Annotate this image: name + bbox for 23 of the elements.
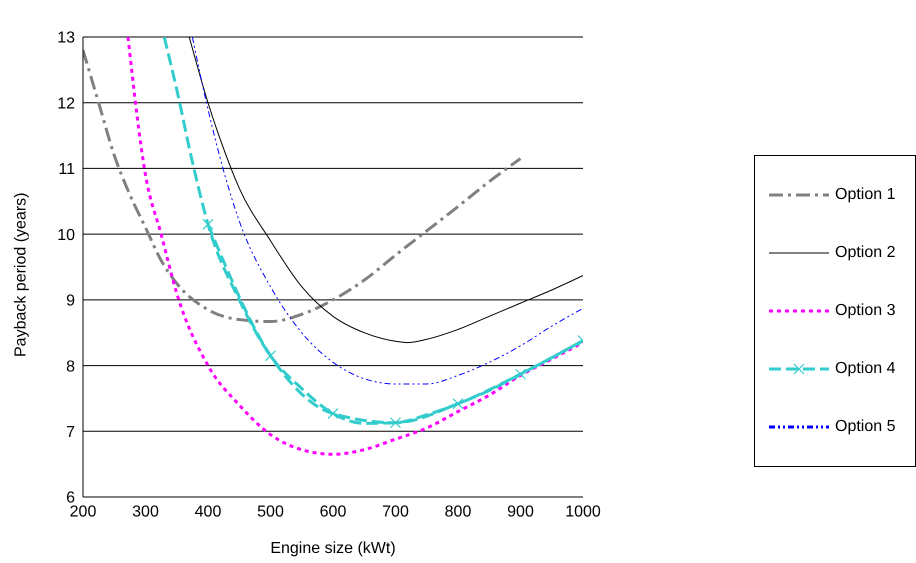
y-tick-label: 12 — [57, 95, 76, 112]
legend-label: Option 5 — [835, 418, 896, 436]
x-tick-label: 900 — [507, 503, 534, 520]
y-tick-label: 11 — [58, 161, 76, 178]
x-tick-label: 800 — [444, 503, 472, 520]
legend-label: Option 4 — [835, 360, 896, 378]
x-tick-label: 200 — [70, 503, 96, 520]
y-tick-label: 9 — [66, 292, 76, 310]
y-axis-title: Payback period (years) — [12, 192, 30, 357]
y-tick-label: 10 — [57, 226, 76, 244]
y-tick-label: 8 — [66, 358, 76, 376]
x-tick-label: 700 — [382, 503, 409, 520]
x-axis-title: Engine size (kWt) — [270, 540, 396, 557]
legend-label: Option 1 — [835, 186, 896, 204]
y-tick-label: 13 — [57, 30, 76, 47]
legend-label: Option 3 — [835, 302, 896, 320]
x-tick-label: 1000 — [565, 503, 601, 520]
x-tick-label: 300 — [132, 503, 159, 520]
x-tick-label: 600 — [320, 503, 346, 520]
x-tick-label: 400 — [194, 503, 222, 520]
y-tick-label: 7 — [66, 424, 76, 441]
legend-label: Option 2 — [835, 244, 896, 262]
x-tick-label: 500 — [257, 503, 284, 520]
